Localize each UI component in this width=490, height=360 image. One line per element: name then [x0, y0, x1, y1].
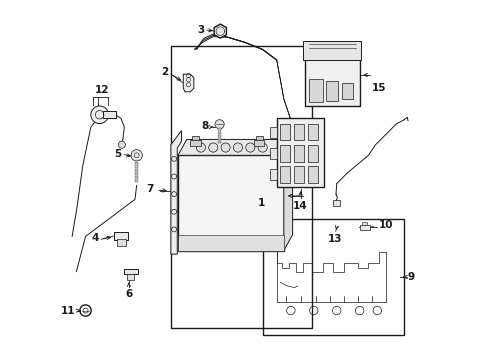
- Circle shape: [196, 143, 205, 152]
- Bar: [135, 162, 139, 164]
- Bar: [270, 170, 277, 180]
- Bar: [135, 179, 139, 182]
- Polygon shape: [178, 139, 293, 155]
- Bar: [280, 145, 290, 162]
- Bar: [263, 219, 404, 335]
- Bar: [218, 141, 221, 143]
- Bar: [308, 145, 319, 162]
- Bar: [135, 169, 139, 171]
- Bar: [294, 145, 304, 162]
- Polygon shape: [183, 74, 194, 92]
- Circle shape: [245, 143, 255, 152]
- Bar: [342, 83, 353, 99]
- Text: 13: 13: [328, 234, 343, 244]
- Bar: [171, 46, 312, 328]
- Bar: [270, 148, 277, 159]
- Bar: [294, 123, 304, 140]
- Text: 9: 9: [408, 272, 415, 282]
- Circle shape: [131, 150, 142, 161]
- Bar: [178, 235, 284, 251]
- Bar: [294, 166, 304, 183]
- Bar: [280, 166, 290, 183]
- Bar: [254, 140, 265, 147]
- Text: 11: 11: [60, 306, 75, 315]
- Bar: [308, 123, 319, 140]
- Text: 2: 2: [161, 67, 168, 77]
- Bar: [190, 140, 201, 147]
- Circle shape: [221, 143, 230, 152]
- Bar: [218, 135, 221, 137]
- Bar: [218, 129, 221, 131]
- Bar: [117, 239, 126, 246]
- Bar: [305, 51, 360, 106]
- Bar: [303, 41, 362, 60]
- Text: 15: 15: [372, 82, 387, 93]
- Bar: [135, 176, 139, 178]
- Circle shape: [209, 143, 218, 152]
- Circle shape: [258, 143, 267, 152]
- Bar: [192, 136, 199, 140]
- Bar: [280, 123, 290, 140]
- Bar: [115, 232, 128, 240]
- Text: 6: 6: [125, 289, 133, 300]
- Bar: [135, 165, 139, 168]
- Text: 1: 1: [257, 198, 265, 208]
- Polygon shape: [171, 131, 181, 254]
- Bar: [124, 269, 138, 274]
- Bar: [308, 166, 319, 183]
- Bar: [256, 136, 263, 140]
- Bar: [360, 225, 369, 230]
- Polygon shape: [284, 139, 293, 251]
- Bar: [362, 222, 367, 225]
- Text: 4: 4: [91, 233, 98, 243]
- Text: 3: 3: [197, 25, 204, 35]
- Circle shape: [233, 143, 243, 152]
- Circle shape: [119, 141, 125, 148]
- Text: 8: 8: [202, 121, 209, 131]
- Bar: [333, 201, 340, 207]
- Bar: [309, 80, 322, 102]
- Bar: [326, 81, 339, 100]
- Text: 12: 12: [95, 85, 109, 95]
- Text: 10: 10: [378, 220, 393, 230]
- Text: 5: 5: [114, 149, 122, 159]
- Bar: [277, 118, 324, 187]
- Text: 7: 7: [146, 184, 153, 194]
- Bar: [178, 155, 284, 251]
- Circle shape: [91, 106, 108, 123]
- Bar: [103, 111, 116, 118]
- Polygon shape: [214, 24, 226, 38]
- Bar: [218, 138, 221, 140]
- Bar: [127, 274, 133, 280]
- Bar: [218, 132, 221, 134]
- Bar: [270, 127, 277, 138]
- Circle shape: [215, 120, 224, 129]
- Bar: [135, 172, 139, 175]
- Text: 14: 14: [293, 201, 308, 211]
